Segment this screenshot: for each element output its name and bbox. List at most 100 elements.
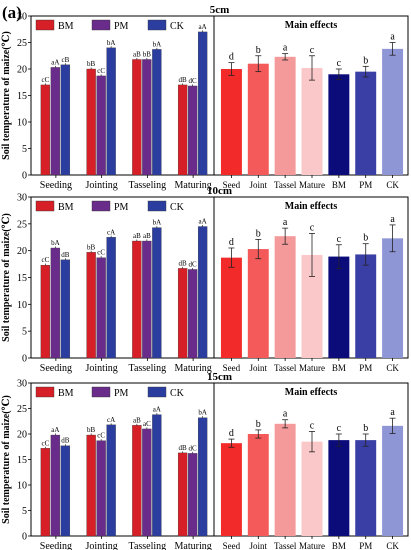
bar-ck bbox=[152, 414, 162, 537]
main-bar-joint bbox=[247, 249, 269, 358]
bar-pm bbox=[187, 85, 198, 176]
y-tick-label: 5 bbox=[22, 506, 27, 517]
significance-label: a bbox=[283, 43, 288, 54]
y-tick-label: 25 bbox=[17, 219, 27, 230]
y-tick-label: 10 bbox=[17, 300, 27, 311]
panel-title: 5cm bbox=[210, 4, 230, 16]
bar-pm bbox=[96, 257, 106, 359]
x-tick-label: Tasseling bbox=[129, 541, 167, 550]
main-bar-tassel bbox=[274, 236, 296, 358]
x-tick-label: Seed bbox=[223, 363, 241, 373]
significance-label: dB bbox=[179, 259, 188, 267]
significance-label: cB bbox=[61, 56, 69, 64]
legend-label-ck: CK bbox=[170, 202, 185, 213]
x-tick-label: CK bbox=[386, 541, 399, 550]
significance-label: dB bbox=[61, 251, 70, 259]
significance-label: cA bbox=[107, 416, 115, 424]
bar-bm bbox=[132, 425, 142, 537]
legend-label-pm: PM bbox=[114, 388, 129, 399]
bar-bm bbox=[40, 265, 51, 359]
significance-label: dC bbox=[189, 77, 198, 85]
main-bar-mature bbox=[301, 67, 323, 175]
significance-label: d bbox=[229, 52, 234, 63]
bar-bm bbox=[177, 452, 188, 537]
x-tick-label: CK bbox=[386, 180, 399, 190]
bar-bm bbox=[177, 84, 188, 176]
main-bar-bm bbox=[328, 256, 350, 358]
y-tick-label: 20 bbox=[17, 65, 27, 76]
main-bar-seed bbox=[220, 443, 242, 536]
main-bar-joint bbox=[247, 434, 269, 536]
significance-label: cC bbox=[41, 256, 49, 264]
y-tick-label: 30 bbox=[17, 379, 27, 390]
significance-label: b bbox=[363, 423, 368, 434]
significance-label: dB bbox=[61, 437, 70, 445]
y-tick-label: 15 bbox=[17, 273, 27, 284]
legend-swatch-ck bbox=[147, 200, 167, 212]
significance-label: bA bbox=[51, 239, 60, 247]
significance-label: aB bbox=[133, 50, 141, 58]
legend-swatch-bm bbox=[35, 200, 55, 212]
y-axis-label: Soil temperature of maize(℃) bbox=[1, 213, 12, 342]
significance-label: aC bbox=[143, 420, 151, 428]
y-tick-label: 5 bbox=[22, 327, 27, 338]
significance-label: bB bbox=[143, 50, 152, 58]
significance-label: b bbox=[256, 45, 261, 56]
x-tick-label: Maturing bbox=[175, 541, 212, 550]
significance-label: c bbox=[310, 45, 315, 56]
main-bar-bm bbox=[328, 440, 350, 536]
legend-swatch-pm bbox=[91, 386, 111, 398]
x-tick-label: BM bbox=[332, 541, 346, 550]
significance-label: b bbox=[363, 55, 368, 66]
main-bar-tassel bbox=[274, 423, 296, 536]
legend-label-bm: BM bbox=[58, 21, 74, 32]
significance-label: bA bbox=[153, 219, 162, 227]
significance-label: a bbox=[283, 409, 288, 420]
significance-label: aB bbox=[133, 232, 141, 240]
main-effects-title: Main effects bbox=[285, 20, 338, 31]
x-tick-label: Seed bbox=[223, 180, 241, 190]
main-bar-ck bbox=[382, 425, 404, 536]
significance-label: aA bbox=[199, 23, 207, 31]
y-tick-label: 25 bbox=[17, 38, 27, 49]
bar-ck bbox=[152, 227, 162, 359]
main-bar-mature bbox=[301, 254, 323, 358]
main-bar-joint bbox=[247, 63, 269, 176]
main-bar-pm bbox=[355, 440, 377, 536]
bar-bm bbox=[86, 252, 96, 359]
legend-label-bm: BM bbox=[58, 202, 74, 213]
bar-bm bbox=[40, 84, 51, 176]
bar-pm bbox=[96, 75, 106, 176]
legend: BM PM CK bbox=[35, 19, 185, 32]
y-tick-label: 0 bbox=[22, 354, 27, 365]
main-bar-pm bbox=[355, 254, 377, 358]
bar-pm bbox=[50, 434, 61, 537]
significance-label: cA bbox=[107, 228, 115, 236]
figure-label: (a) bbox=[2, 3, 22, 22]
significance-label: bB bbox=[87, 60, 96, 68]
bar-ck bbox=[60, 259, 71, 359]
x-tick-label: Mature bbox=[299, 541, 325, 550]
y-tick-label: 10 bbox=[17, 118, 27, 129]
bar-ck bbox=[60, 445, 71, 537]
significance-label: cC bbox=[41, 76, 49, 84]
y-tick-label: 0 bbox=[22, 532, 27, 543]
significance-label: dB bbox=[179, 76, 188, 84]
panel-title: 10cm bbox=[207, 185, 232, 197]
significance-label: bB bbox=[87, 243, 96, 251]
bar-bm bbox=[177, 268, 188, 359]
legend-swatch-ck bbox=[147, 386, 167, 398]
bar-pm bbox=[142, 240, 152, 359]
significance-label: cC bbox=[41, 439, 49, 447]
significance-label: dB bbox=[179, 444, 188, 452]
x-tick-label: BM bbox=[332, 363, 346, 373]
x-tick-label: Seed bbox=[223, 541, 241, 550]
legend: BM PM CK bbox=[35, 386, 185, 399]
significance-label: aA bbox=[51, 58, 59, 66]
significance-label: dC bbox=[189, 260, 198, 268]
legend: BM PM CK bbox=[35, 200, 185, 213]
significance-label: aB bbox=[133, 416, 141, 424]
bar-pm bbox=[50, 247, 61, 359]
main-effects-title: Main effects bbox=[285, 201, 338, 212]
